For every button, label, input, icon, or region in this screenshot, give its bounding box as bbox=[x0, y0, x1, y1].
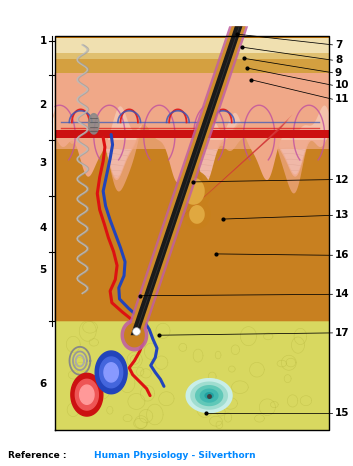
Text: 3: 3 bbox=[40, 158, 47, 168]
Polygon shape bbox=[52, 103, 90, 144]
Text: 10: 10 bbox=[335, 80, 349, 90]
Polygon shape bbox=[55, 321, 329, 431]
Text: 1: 1 bbox=[40, 36, 47, 46]
Polygon shape bbox=[204, 392, 214, 399]
Polygon shape bbox=[124, 323, 145, 348]
Polygon shape bbox=[131, 26, 243, 335]
Text: 8: 8 bbox=[335, 55, 342, 65]
Polygon shape bbox=[120, 319, 148, 351]
Polygon shape bbox=[55, 73, 329, 150]
Polygon shape bbox=[55, 59, 329, 73]
Polygon shape bbox=[200, 389, 219, 403]
Polygon shape bbox=[55, 35, 329, 38]
Polygon shape bbox=[55, 140, 329, 321]
Polygon shape bbox=[55, 105, 329, 321]
Polygon shape bbox=[176, 170, 211, 212]
Polygon shape bbox=[55, 130, 329, 138]
Text: 4: 4 bbox=[40, 223, 47, 233]
Polygon shape bbox=[80, 385, 94, 404]
Text: 9: 9 bbox=[335, 68, 342, 78]
Polygon shape bbox=[271, 123, 310, 193]
Text: 14: 14 bbox=[335, 289, 349, 299]
Polygon shape bbox=[125, 26, 248, 335]
Text: 13: 13 bbox=[335, 210, 349, 220]
Polygon shape bbox=[182, 178, 205, 205]
Polygon shape bbox=[174, 115, 293, 226]
Polygon shape bbox=[162, 115, 200, 171]
Polygon shape bbox=[55, 35, 329, 53]
Text: Human Physiology - Silverthorn: Human Physiology - Silverthorn bbox=[95, 451, 256, 459]
Polygon shape bbox=[95, 351, 127, 394]
Text: 16: 16 bbox=[335, 250, 349, 260]
Polygon shape bbox=[183, 200, 211, 229]
Text: 17: 17 bbox=[335, 328, 349, 338]
Text: 15: 15 bbox=[335, 408, 349, 418]
Text: 7: 7 bbox=[335, 40, 342, 50]
Polygon shape bbox=[104, 363, 118, 382]
Polygon shape bbox=[189, 205, 205, 224]
Polygon shape bbox=[55, 73, 329, 183]
Polygon shape bbox=[135, 26, 240, 335]
Polygon shape bbox=[127, 26, 246, 335]
Text: Reference :: Reference : bbox=[8, 451, 69, 459]
Text: 2: 2 bbox=[40, 100, 47, 110]
Polygon shape bbox=[71, 373, 103, 416]
Polygon shape bbox=[75, 379, 98, 410]
Polygon shape bbox=[164, 119, 289, 233]
Polygon shape bbox=[55, 53, 329, 59]
Polygon shape bbox=[100, 357, 122, 388]
Text: 12: 12 bbox=[335, 175, 349, 185]
Text: 11: 11 bbox=[335, 94, 349, 104]
Text: 5: 5 bbox=[40, 265, 47, 275]
Polygon shape bbox=[190, 382, 228, 410]
Polygon shape bbox=[195, 385, 223, 406]
Polygon shape bbox=[186, 378, 233, 413]
Polygon shape bbox=[107, 114, 145, 192]
Polygon shape bbox=[216, 121, 255, 153]
Text: 6: 6 bbox=[40, 379, 47, 389]
Polygon shape bbox=[89, 114, 99, 134]
